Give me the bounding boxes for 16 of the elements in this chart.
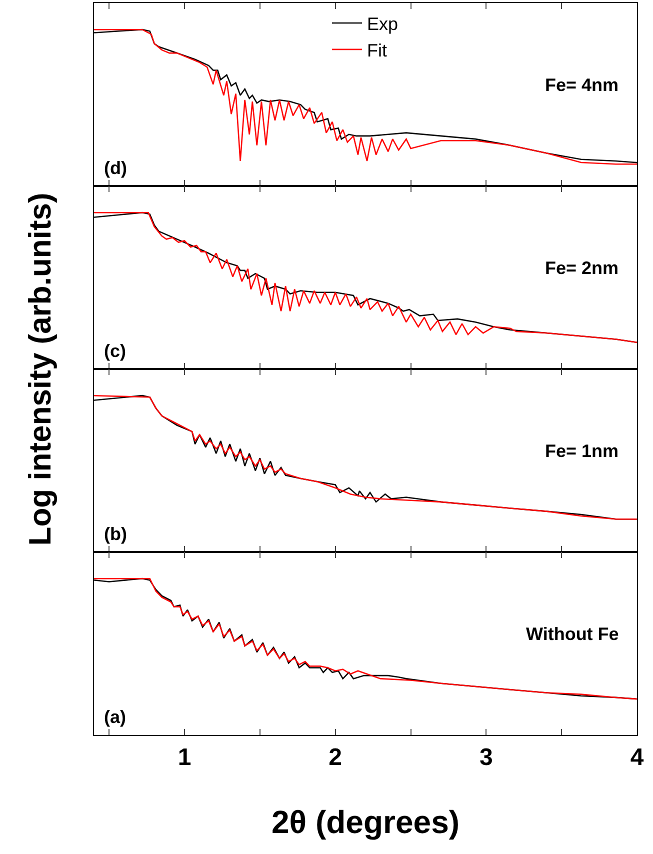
annotation: Fe= 2nm	[545, 258, 619, 278]
legend-label: Exp	[367, 14, 398, 34]
annotation: Without Fe	[526, 624, 619, 644]
x-axis-title: 2θ (degrees)	[271, 804, 460, 840]
annotation: (d)	[104, 158, 127, 178]
annotation: (a)	[104, 707, 126, 727]
annotation: (c)	[104, 341, 126, 361]
annotation: Fe= 4nm	[545, 75, 619, 95]
x-tick-label: 1	[178, 744, 192, 771]
x-tick-label: 3	[479, 744, 493, 771]
annotation: (b)	[104, 524, 127, 544]
legend-label: Fit	[367, 40, 387, 60]
y-axis-title: Log intensity (arb.units)	[22, 192, 58, 546]
annotation: Fe= 1nm	[545, 441, 619, 461]
x-tick-label: 2	[328, 744, 342, 771]
x-tick-label: 4	[630, 744, 644, 771]
